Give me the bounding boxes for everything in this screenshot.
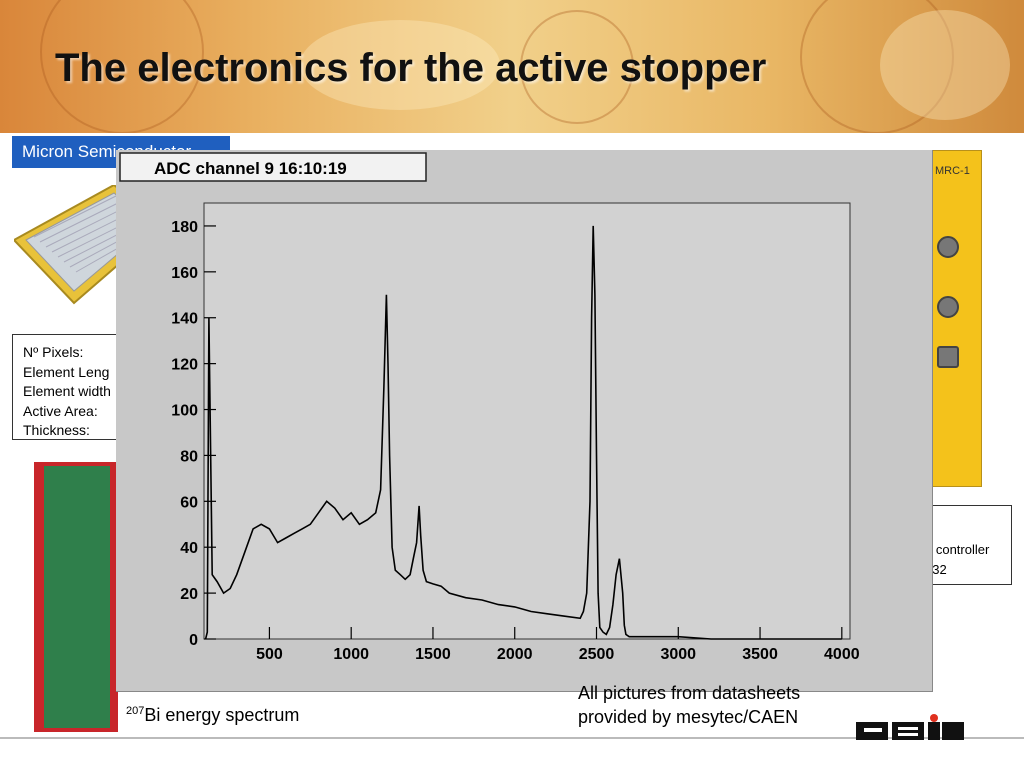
y-tick-label: 0 [189, 632, 198, 649]
x-tick-label: 4000 [824, 646, 860, 663]
gsi-logo [856, 714, 964, 740]
plot-frame [203, 202, 851, 640]
spec-line: Element width [23, 383, 111, 399]
spectrum-plot-panel: ADC channel 9 16:10:19 0 20 40 60 80 100 120 14… [116, 150, 933, 692]
caption-text: Bi energy spectrum [144, 705, 300, 725]
y-tick-label: 140 [171, 311, 198, 328]
y-tick-label: 20 [180, 586, 198, 603]
y-tick-label: 40 [180, 540, 198, 557]
connector-knob [937, 296, 959, 318]
plot-header-box [119, 152, 427, 182]
decorative-glow [880, 10, 1010, 120]
x-tick-label: 1500 [415, 646, 451, 663]
x-tick-label: 2000 [497, 646, 533, 663]
spec-box: Nº Pixels: Element Leng Element width Ac… [12, 334, 122, 440]
credit-text: All pictures from datasheets provided by… [578, 681, 800, 729]
y-tick-label: 160 [171, 265, 198, 282]
x-tick-label: 3500 [742, 646, 778, 663]
spectrum-line [204, 225, 842, 640]
plot-caption: 207Bi energy spectrum [126, 705, 299, 726]
spectrum-plot: ADC channel 9 16:10:19 0 20 40 60 80 100 120 14… [119, 152, 860, 663]
y-tick-label: 100 [171, 403, 198, 420]
y-tick-label: 60 [180, 494, 198, 511]
credit-line-2: provided by mesytec/CAEN [578, 707, 799, 727]
decorative-ring [520, 10, 634, 124]
spec-line: Thickness: [23, 422, 90, 438]
footer-divider [0, 737, 1024, 739]
x-tick-label: 2500 [579, 646, 615, 663]
header-banner [0, 0, 1024, 133]
module-label: MRC-1 [935, 165, 970, 177]
vme-board-image [34, 462, 118, 732]
x-tick-label: 1000 [333, 646, 369, 663]
x-tick-label: 3000 [660, 646, 696, 663]
plot-axes: 0 20 40 60 80 100 120 140 160 180 500 1000 1500 2000 2… [171, 219, 859, 663]
board-pcb [44, 466, 110, 728]
x-tick-label: 500 [256, 646, 283, 663]
spec-line: Active Area: [23, 402, 98, 419]
spec-line: Element Leng [23, 363, 110, 380]
controller-line: e controller [925, 542, 990, 557]
controller-info-box: e controller 232 [918, 505, 1012, 585]
y-tick-label: 180 [171, 219, 198, 236]
spec-line: Nº Pixels: [23, 344, 84, 360]
plot-header: ADC channel 9 16:10:19 [154, 159, 347, 178]
decorative-ring [800, 0, 954, 133]
y-tick-label: 80 [180, 448, 198, 465]
slide-title: The electronics for the active stopper [55, 46, 767, 90]
credit-line-1: All pictures from datasheets [578, 683, 801, 703]
mrc-module-image: MRC-1 [928, 150, 982, 487]
connector-knob [937, 346, 959, 368]
decorative-glow [300, 20, 500, 110]
y-tick-label: 120 [171, 357, 198, 374]
connector-knob [937, 236, 959, 258]
caption-superscript: 207 [126, 705, 145, 717]
